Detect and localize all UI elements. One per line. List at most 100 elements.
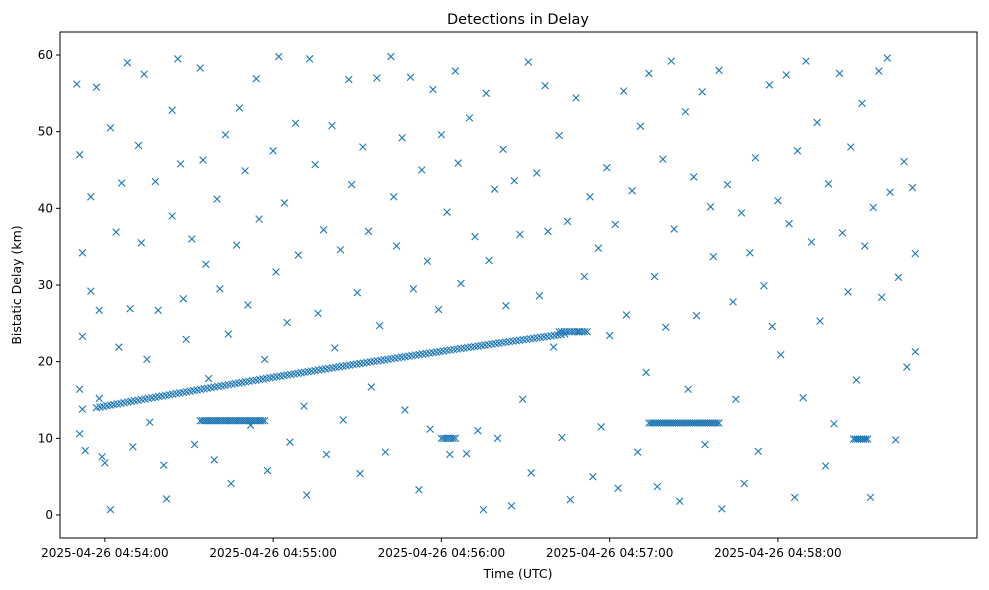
data-point — [364, 227, 373, 236]
data-point — [75, 150, 84, 159]
track-point — [715, 419, 723, 427]
data-point — [314, 309, 322, 318]
data-point — [490, 185, 499, 193]
data-point — [532, 169, 541, 177]
data-point — [454, 159, 462, 167]
data-point — [117, 179, 126, 187]
data-point — [799, 393, 807, 402]
y-tick-label: 60 — [38, 48, 53, 62]
data-point — [87, 193, 95, 201]
data-point — [479, 505, 488, 514]
x-axis-ticks: 2025-04-26 04:54:00 2025-04-26 04:55:00 20… — [41, 538, 842, 560]
data-point — [659, 155, 667, 164]
data-point — [75, 385, 84, 394]
data-point — [594, 244, 603, 252]
data-point — [877, 293, 886, 302]
y-tick-label: 30 — [38, 278, 53, 292]
data-point — [173, 55, 182, 63]
data-point — [754, 447, 763, 456]
data-point — [835, 69, 844, 78]
data-point — [179, 295, 188, 303]
data-point — [347, 180, 356, 189]
data-point — [768, 322, 777, 331]
data-point — [633, 448, 642, 456]
data-point — [398, 134, 406, 142]
data-point — [614, 484, 622, 492]
data-point — [740, 479, 749, 488]
data-point — [145, 418, 154, 427]
y-tick-label: 40 — [38, 201, 53, 215]
x-tick-label: 2025-04-26 04:58:00 — [714, 546, 841, 560]
data-point — [732, 395, 740, 404]
x-tick-label: 2025-04-26 04:57:00 — [546, 546, 673, 560]
data-point — [535, 291, 544, 300]
data-point — [263, 466, 272, 475]
data-point — [291, 119, 300, 128]
data-point — [286, 438, 294, 446]
data-point — [723, 180, 732, 189]
data-point — [544, 227, 552, 236]
data-point — [389, 193, 398, 201]
data-point — [886, 188, 894, 197]
data-point — [78, 332, 87, 341]
data-point — [280, 199, 289, 207]
y-tick-label: 10 — [38, 431, 53, 445]
data-point — [154, 306, 162, 315]
data-point — [446, 450, 454, 459]
data-point — [95, 394, 104, 403]
data-point — [434, 305, 443, 314]
data-point — [847, 143, 855, 151]
data-point — [790, 493, 799, 502]
plot-frame — [59, 31, 978, 539]
data-point — [493, 434, 502, 443]
data-point — [701, 440, 709, 449]
data-point — [176, 160, 185, 168]
data-point — [140, 70, 148, 78]
data-point — [715, 66, 723, 75]
data-point — [485, 256, 493, 265]
data-point — [746, 249, 754, 257]
x-axis-label: Time (UTC) — [482, 566, 552, 581]
data-point — [852, 376, 861, 384]
data-point — [586, 193, 594, 201]
data-point — [605, 331, 614, 340]
data-point — [821, 462, 830, 470]
data-point — [190, 440, 199, 449]
data-point — [322, 450, 331, 459]
track-point — [861, 435, 870, 443]
data-point — [81, 446, 90, 455]
data-point — [373, 74, 381, 82]
data-point — [465, 114, 474, 122]
data-point — [866, 493, 875, 502]
data-point — [518, 395, 527, 404]
data-point — [443, 208, 451, 216]
data-point — [706, 203, 715, 211]
data-point — [628, 186, 636, 195]
data-point — [883, 54, 892, 62]
data-point — [807, 238, 816, 246]
data-point — [224, 330, 233, 338]
data-point — [507, 502, 516, 510]
data-point — [328, 121, 336, 130]
track-point — [258, 416, 267, 425]
data-point — [566, 495, 575, 504]
data-point — [670, 225, 678, 233]
data-point — [813, 118, 821, 127]
data-point — [751, 153, 760, 162]
data-point — [406, 73, 415, 82]
scatter-points — [73, 52, 920, 514]
data-point — [681, 107, 690, 116]
y-tick-label: 20 — [38, 355, 53, 369]
data-point — [684, 385, 692, 394]
data-point — [78, 249, 87, 257]
data-point — [911, 347, 920, 356]
data-point — [204, 374, 213, 383]
data-point — [235, 104, 244, 112]
data-point — [199, 156, 207, 164]
data-point — [737, 209, 746, 217]
data-point — [381, 448, 390, 456]
chart-title: Detections in Delay — [447, 12, 589, 28]
data-point — [272, 268, 280, 276]
